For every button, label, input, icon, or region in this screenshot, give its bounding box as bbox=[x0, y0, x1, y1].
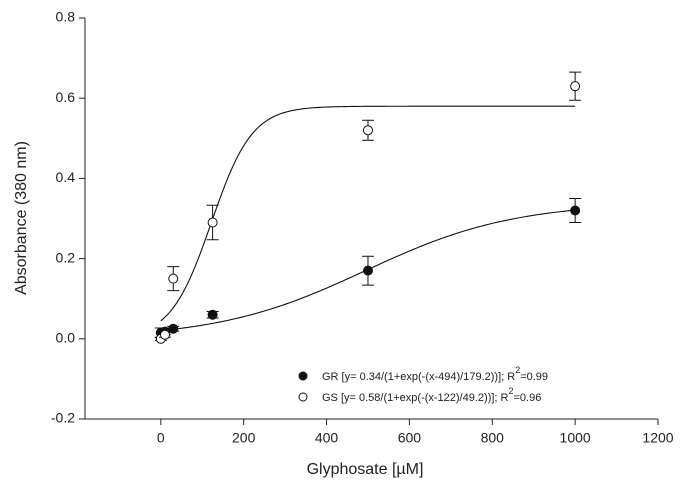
x-tick-label: 600 bbox=[398, 430, 422, 446]
legend-label: GR [y= 0.34/(1+exp(-(x-494)/179.2))]; R2… bbox=[322, 365, 548, 383]
legend-sup: 2 bbox=[508, 386, 513, 396]
x-tick-label: 400 bbox=[315, 430, 339, 446]
y-tick-label: 0.6 bbox=[56, 89, 76, 105]
y-tick-label: 0.4 bbox=[56, 169, 76, 185]
y-tick-label: 0.8 bbox=[56, 9, 76, 25]
legend-name: GS [y= 0.58/(1+exp(-(x-122)/49.2))]; R bbox=[322, 392, 509, 404]
legend-label: GS [y= 0.58/(1+exp(-(x-122)/49.2))]; R2=… bbox=[322, 386, 541, 404]
point bbox=[207, 217, 218, 228]
legend-name: GR [y= 0.34/(1+exp(-(x-494)/179.2))]; R bbox=[322, 371, 515, 383]
fit-curve bbox=[160, 105, 576, 322]
y-tick-label: 0.0 bbox=[56, 330, 76, 346]
legend-marker bbox=[298, 371, 308, 381]
point bbox=[207, 309, 218, 320]
x-tick-label: 1200 bbox=[642, 430, 673, 446]
x-tick-label: 200 bbox=[232, 430, 256, 446]
legend-sup: 2 bbox=[515, 365, 520, 375]
x-tick-label: 800 bbox=[481, 430, 505, 446]
point bbox=[570, 205, 581, 216]
legend-marker bbox=[298, 392, 308, 402]
legend-tail: =0.99 bbox=[520, 371, 548, 383]
x-tick-label: 0 bbox=[157, 430, 165, 446]
y-axis-label: Absorbance (380 nm) bbox=[13, 141, 30, 295]
point bbox=[159, 329, 170, 340]
y-tick-label: -0.2 bbox=[51, 410, 75, 426]
x-tick-label: 1000 bbox=[560, 430, 591, 446]
point bbox=[362, 125, 373, 136]
legend-tail: =0.96 bbox=[513, 392, 541, 404]
point bbox=[570, 81, 581, 92]
point bbox=[168, 323, 179, 334]
point bbox=[362, 265, 373, 276]
y-tick-label: 0.2 bbox=[56, 249, 76, 265]
x-axis-label: Glyphosate [µM] bbox=[307, 461, 424, 478]
point bbox=[168, 273, 179, 284]
